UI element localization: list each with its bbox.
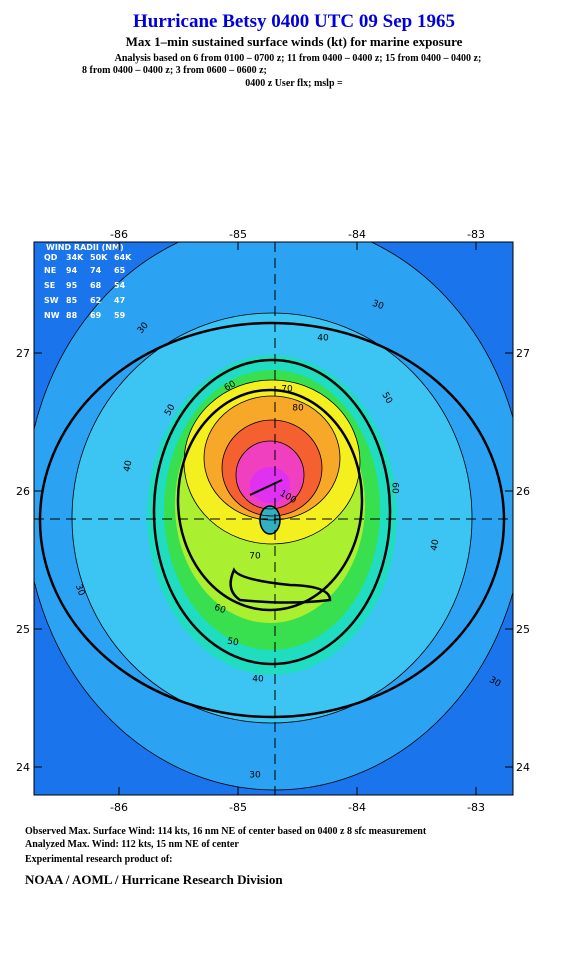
wind-radii-cell: 65	[114, 266, 126, 275]
lon-label: -83	[467, 228, 485, 241]
contour-label: 30	[73, 583, 86, 597]
wind-radii-cell: 85	[66, 296, 78, 305]
wind-radii-cell: SE	[44, 281, 55, 290]
wind-radii-header: 50K	[90, 253, 108, 262]
lon-label: -84	[348, 228, 366, 241]
lon-label: -86	[110, 228, 128, 241]
wind-field	[34, 242, 513, 795]
subtitle: Max 1–min sustained surface winds (kt) f…	[126, 34, 463, 49]
axis-ticks: -86 -86 -85 -85 -84 -84 -83 -83 27 27 26 26 25 25 24 24	[16, 228, 530, 814]
contour-label: 70	[249, 552, 261, 562]
wind-radii-title: WIND RADII (NM)	[46, 243, 124, 252]
analyzed-wind: Analyzed Max. Wind: 112 kts, 15 nm NE of…	[25, 839, 239, 850]
lon-label: -86	[110, 801, 128, 814]
observed-wind: Observed Max. Surface Wind: 114 kts, 16 …	[25, 826, 427, 837]
wind-radii-cell: 94	[66, 266, 78, 275]
contour-label: 40	[252, 675, 264, 685]
contour-label: 80	[292, 404, 304, 414]
contour-label: 40	[123, 459, 135, 472]
wind-radii-cell: 69	[90, 311, 102, 320]
lat-label: 27	[16, 347, 30, 360]
contour-label: 50	[226, 637, 239, 649]
map-frame	[33, 241, 514, 796]
contour-label: 30	[249, 771, 261, 781]
wind-radii-cell: 62	[90, 296, 101, 305]
contour-label: 40	[317, 334, 329, 344]
contour-label: 40	[430, 538, 442, 551]
lat-label: 26	[16, 485, 30, 498]
lat-label: 27	[516, 347, 530, 360]
wind-radii-cell: 74	[90, 266, 102, 275]
contour-label: 60	[213, 603, 227, 616]
wind-radii-cell: 68	[90, 281, 102, 290]
lat-label: 25	[16, 623, 30, 636]
organization: NOAA / AOML / Hurricane Research Divisio…	[25, 872, 283, 887]
wind-radii-header: 64K	[114, 253, 132, 262]
lat-label: 25	[516, 623, 530, 636]
wind-radii-header: QD	[44, 253, 58, 262]
lon-label: -85	[229, 228, 247, 241]
contour-label: 70	[281, 385, 293, 395]
wind-radii-cell: 88	[66, 311, 78, 320]
lat-label: 24	[516, 761, 530, 774]
title: Hurricane Betsy 0400 UTC 09 Sep 1965	[133, 11, 455, 32]
wind-radii-cell: NW	[44, 311, 60, 320]
wind-radii-cell: NE	[44, 266, 56, 275]
wind-radii-header: 34K	[66, 253, 84, 262]
analysis-line: 8 from 0400 – 0400 z; 3 from 0600 – 0600…	[82, 65, 267, 76]
contour-label: 60	[390, 482, 400, 494]
lat-label: 26	[516, 485, 530, 498]
lat-label: 24	[16, 761, 30, 774]
wind-radii-cell: 59	[114, 311, 126, 320]
wind-radii-cell: 54	[114, 281, 126, 290]
analysis-line: 0400 z User flx; mslp =	[245, 78, 343, 89]
wind-radii-table: WIND RADII (NM)QD 34K 50K 64K NE 94 74 65 SE 95 68…	[44, 243, 132, 320]
wind-radii-cell: 47	[114, 296, 125, 305]
contour-label: 30	[371, 299, 385, 312]
lon-label: -83	[467, 801, 485, 814]
lon-label: -84	[348, 801, 366, 814]
wind-radii-cell: 95	[66, 281, 78, 290]
lon-label: -85	[229, 801, 247, 814]
analysis-line: Analysis based on 6 from 0100 – 0700 z; …	[115, 53, 482, 64]
wind-radii-cell: SW	[44, 296, 59, 305]
note: Experimental research product of:	[25, 854, 172, 865]
